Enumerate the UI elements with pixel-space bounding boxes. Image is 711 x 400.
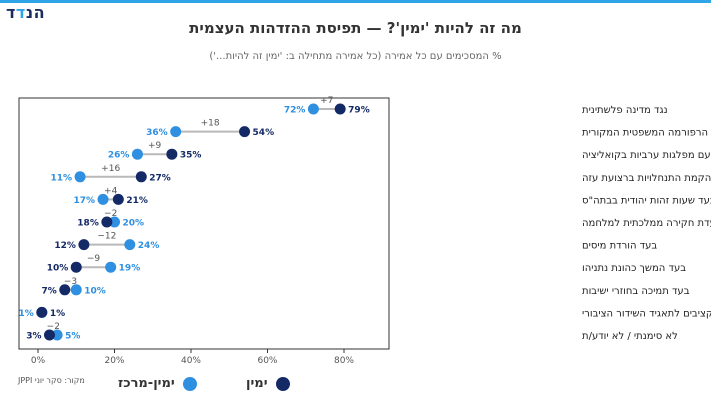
legend-label-center-right: ימין-מרכז [118,376,175,391]
gap-label: +4 [104,186,118,196]
value-label-right: 21% [126,196,148,206]
x-tick-label: 40% [181,356,201,366]
value-label-center-right: 5% [65,332,80,342]
dot-center-right [124,239,136,251]
value-label-center-right: 26% [108,151,130,161]
gap-label: +7 [320,96,333,106]
value-label-right: 79% [348,106,370,116]
value-label-center-right: 10% [84,286,106,296]
value-label-right: 3% [26,332,41,342]
value-label-right: 18% [77,219,99,229]
dot-center-right [97,193,109,205]
gap-label: +16 [101,164,120,174]
category-label: נגד ועדת חקירה ממלכתית למלחמה [582,218,711,229]
gap-label: −3 [64,277,77,287]
category-label: נגד מדינה פלשתינית [582,105,668,116]
value-label-right: 1% [50,309,65,319]
value-label-right: 27% [149,173,171,183]
category-label: נגד ישיבה עם מפלגות ערביות בקואליציה [582,150,711,161]
dot-center-right [170,126,182,138]
legend-item-center-right: ימין-מרכז [118,376,197,391]
value-label-right: 7% [41,286,56,296]
chart-subtitle: % המסכימים עם כל אמירה (כל אמירה מתחילה … [209,51,502,62]
gap-label: −9 [87,254,101,264]
dot-center-right [51,329,63,341]
x-tick-label: 20% [104,356,124,366]
dot-right [43,329,55,341]
legend-dot-center-right [182,376,197,391]
chart-title: מה זה להיות 'ימין'? — תפיסת ההזדהות העצמ… [189,19,522,37]
gap-label: +9 [148,141,162,151]
x-tick-label: 0% [31,356,46,366]
dot-right [78,239,90,251]
category-label: בעד הרפורמה המשפטית המקורית [582,128,711,139]
category-label: לא סימנתי / לא יודע/ת [582,331,678,342]
dot-right [334,103,346,115]
x-tick-label: 60% [257,356,277,366]
dot-center-right [131,148,143,160]
category-label: בעד המשך כהונת נתניהו [582,263,686,274]
value-label-center-right: 20% [123,219,145,229]
value-label-center-right: 19% [119,264,141,274]
logo: הנדד [6,3,46,22]
x-tick-label: 80% [334,356,354,366]
dot-center-right [109,216,120,228]
value-label-center-right: 72% [284,106,306,116]
dot-right [112,193,124,205]
dot-center-right [70,284,82,296]
value-label-right: 10% [47,264,69,274]
value-label-right: 54% [253,128,275,138]
dot-right [101,216,113,228]
category-label: בעד תמיכה בחוזרי ישיבות [582,286,690,297]
top-accent-line [0,0,711,3]
category-label: בעד הקמת התנחלויות ברצועת עזה [582,173,711,184]
dot-center-right [307,103,319,115]
category-label: בעד שעות זהות יהודית בבתה"ס [582,195,711,206]
value-label-center-right: 24% [138,241,160,251]
dot-right [135,171,147,183]
legend-item-right: ימין [246,376,290,391]
value-label-center-right: 17% [73,196,95,206]
gap-label: −2 [47,322,60,332]
plot-frame [18,97,390,350]
value-label-center-right: 11% [51,173,73,183]
dot-center-right [105,261,117,273]
legend-label-right: ימין [246,376,268,391]
legend-dot-right [275,376,290,391]
category-label: בעד הורדת מיסים [582,241,657,252]
dot-right [166,148,178,160]
dot-right [36,306,48,318]
dot-center-right [74,171,86,183]
dot-right [239,126,251,138]
dot-right [70,261,82,273]
value-label-center-right: 36% [146,128,168,138]
gap-label: −12 [97,232,116,242]
gap-label: −2 [104,209,117,219]
category-label: נגד תקציבים לתאגיד השידור הציבורי [582,308,711,319]
value-label-right: 12% [54,241,76,251]
gap-label: +18 [201,119,220,129]
dot-right [59,284,71,296]
value-label-right: 35% [180,151,202,161]
value-label-center-right: 1% [19,309,34,319]
source-note: מקור: סקר יוני JPPI [18,376,85,385]
